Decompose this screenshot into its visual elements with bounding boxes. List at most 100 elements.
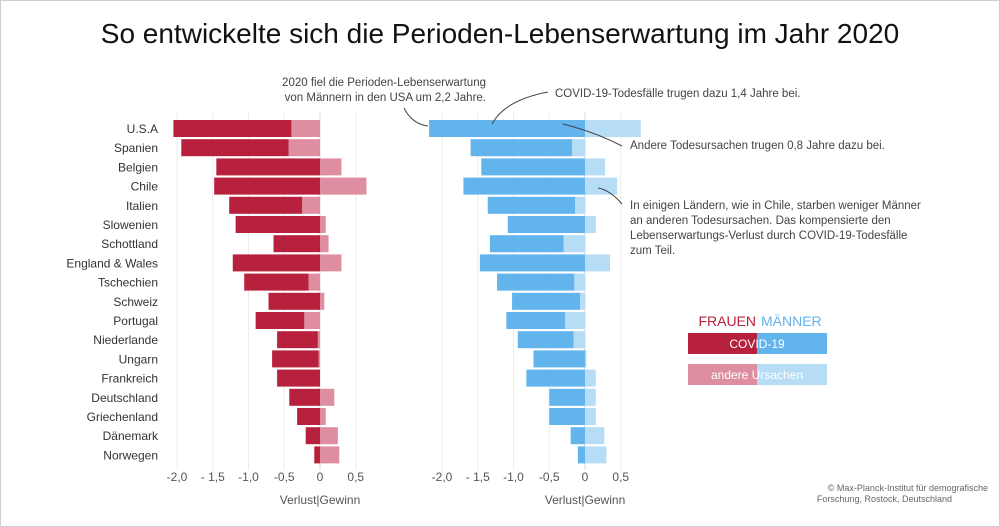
bar-covid-maenner bbox=[489, 235, 564, 253]
bar-other-maenner bbox=[579, 292, 585, 310]
country-label: Spanien bbox=[114, 141, 158, 155]
bar-covid-maenner bbox=[533, 350, 585, 368]
annotation-chile-line2: an anderen Todesursachen. Das kompensier… bbox=[630, 215, 891, 227]
country-label: Deutschland bbox=[91, 391, 158, 405]
bar-covid-frauen bbox=[181, 139, 289, 157]
bar-covid-maenner bbox=[526, 369, 585, 387]
page-title: So entwickelte sich die Perioden-Lebense… bbox=[100, 18, 900, 49]
bar-covid-frauen bbox=[277, 369, 320, 387]
bar-covid-frauen bbox=[255, 312, 305, 329]
bar-covid-frauen bbox=[297, 408, 320, 425]
tick-label: 0 bbox=[317, 470, 324, 484]
x-axis-label-left: Verlust|Gewinn bbox=[280, 493, 361, 507]
country-label: Portugal bbox=[113, 314, 158, 328]
country-label: Ungarn bbox=[119, 352, 158, 366]
bar-other-maenner bbox=[585, 427, 605, 445]
bar-other-frauen bbox=[302, 196, 320, 214]
bar-covid-maenner bbox=[512, 292, 580, 310]
bar-other-maenner bbox=[585, 388, 596, 406]
country-label: Belgien bbox=[118, 160, 158, 174]
bar-other-frauen bbox=[304, 312, 320, 329]
bar-other-frauen bbox=[317, 331, 320, 349]
bar-other-frauen bbox=[318, 350, 320, 368]
bar-other-frauen bbox=[320, 427, 338, 445]
legend-title-maenner: MÄNNER bbox=[761, 313, 822, 329]
country-label: U.S.A bbox=[127, 122, 158, 136]
bar-other-maenner bbox=[573, 331, 585, 349]
tick-label: 0 bbox=[582, 470, 589, 484]
country-label: Niederlande bbox=[93, 333, 158, 347]
bar-other-frauen bbox=[320, 292, 325, 310]
bar-covid-maenner bbox=[577, 446, 585, 464]
bar-other-maenner bbox=[572, 139, 585, 157]
bar-other-maenner bbox=[564, 312, 585, 329]
legend-covid-maenner-swatch bbox=[757, 333, 827, 354]
bars-frauen bbox=[173, 120, 367, 464]
bar-covid-maenner bbox=[429, 120, 585, 137]
bar-other-maenner bbox=[574, 273, 585, 291]
bar-other-maenner bbox=[585, 446, 607, 464]
bar-other-frauen bbox=[320, 254, 342, 272]
bar-covid-frauen bbox=[214, 177, 320, 195]
tick-label: -0,5 bbox=[274, 470, 295, 484]
annotation-usa-connector bbox=[403, 107, 429, 127]
bar-other-frauen bbox=[308, 273, 320, 291]
bar-other-maenner bbox=[585, 120, 641, 137]
bar-other-maenner bbox=[585, 158, 606, 176]
bar-covid-frauen bbox=[272, 350, 319, 368]
tick-label: 0,5 bbox=[347, 470, 364, 484]
country-labels: U.S.A Spanien Belgien Chile Italien Slowenien… bbox=[66, 122, 159, 462]
bar-covid-frauen bbox=[305, 427, 320, 445]
bar-other-frauen bbox=[320, 216, 326, 233]
credit-line1: © Max-Planck-Institut für demografische bbox=[828, 483, 988, 493]
bar-other-frauen bbox=[320, 446, 340, 464]
annotation-chile-line1: In einigen Ländern, wie in Chile, starbe… bbox=[630, 200, 921, 212]
x-axis-label-right: Verlust|Gewinn bbox=[545, 493, 626, 507]
legend: FRAUEN MÄNNER COVID-19 andere Ursachen bbox=[688, 313, 827, 385]
bar-covid-frauen bbox=[235, 216, 320, 233]
country-label: Norwegen bbox=[103, 448, 158, 462]
bar-covid-maenner bbox=[481, 158, 585, 176]
country-label: Italien bbox=[126, 199, 158, 213]
bar-covid-maenner bbox=[497, 273, 575, 291]
country-label: Chile bbox=[131, 180, 159, 194]
tick-label: -2,0 bbox=[432, 470, 453, 484]
country-label: Griechenland bbox=[87, 410, 158, 424]
bar-covid-frauen bbox=[273, 235, 320, 253]
bars-maenner bbox=[429, 120, 641, 464]
bar-covid-maenner bbox=[470, 139, 573, 157]
bar-other-frauen bbox=[320, 388, 335, 406]
bar-other-maenner bbox=[585, 369, 596, 387]
annotation-usa-line1: 2020 fiel die Perioden-Lebenserwartung bbox=[282, 77, 486, 89]
annotations: 2020 fiel die Perioden-Lebenserwartung v… bbox=[282, 77, 921, 257]
bar-covid-maenner bbox=[479, 254, 585, 272]
annotation-chile-line4: zum Teil. bbox=[630, 245, 675, 257]
bar-covid-frauen bbox=[314, 446, 320, 464]
annotation-chile-line3: Lebenserwartungs-Verlust durch COVID-19-… bbox=[630, 230, 907, 242]
bar-covid-frauen bbox=[268, 292, 320, 310]
bar-other-frauen bbox=[291, 120, 320, 137]
country-label: Slowenien bbox=[103, 218, 158, 232]
annotation-covid-connector bbox=[491, 91, 549, 125]
bar-other-maenner bbox=[585, 216, 596, 233]
bar-covid-frauen bbox=[289, 388, 320, 406]
credit-line2: Forschung, Rostock, Deutschland bbox=[817, 494, 952, 504]
bar-other-maenner bbox=[563, 235, 585, 253]
country-label: Schottland bbox=[101, 237, 158, 251]
annotation-usa-line2: von Männern in den USA um 2,2 Jahre. bbox=[285, 92, 486, 104]
annotation-other: Andere Todesursachen trugen 0,8 Jahre da… bbox=[630, 140, 885, 152]
bar-covid-frauen bbox=[244, 273, 309, 291]
bar-covid-maenner bbox=[487, 196, 575, 214]
country-label: Dänemark bbox=[103, 429, 159, 443]
bar-covid-maenner bbox=[463, 177, 585, 195]
bar-covid-frauen bbox=[229, 196, 303, 214]
bar-covid-frauen bbox=[232, 254, 320, 272]
tick-label: -0,5 bbox=[539, 470, 560, 484]
bar-covid-maenner bbox=[506, 312, 565, 329]
bar-other-maenner bbox=[574, 196, 585, 214]
legend-title-frauen: FRAUEN bbox=[698, 313, 756, 329]
country-label: Frankreich bbox=[101, 372, 158, 386]
country-label: Schweiz bbox=[113, 295, 158, 309]
tick-label: -2,0 bbox=[167, 470, 188, 484]
